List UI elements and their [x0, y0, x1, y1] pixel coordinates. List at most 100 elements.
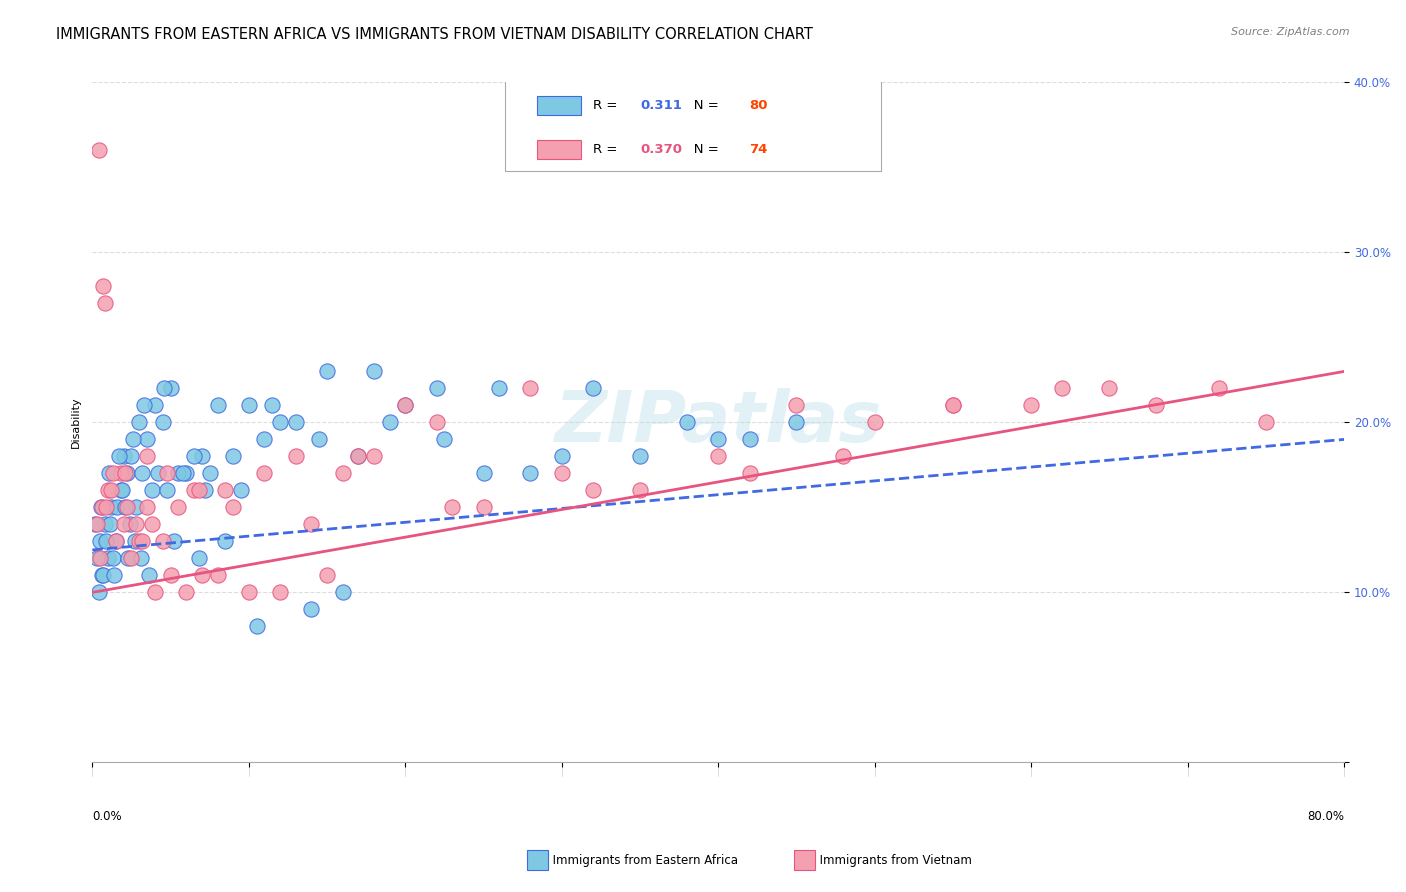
Point — [628, 450, 651, 464]
Point — [90, 500, 112, 515]
Point — [472, 500, 495, 515]
Point — [1019, 399, 1042, 413]
Point — [100, 483, 122, 498]
Point — [90, 500, 112, 515]
Point — [284, 416, 307, 430]
Point — [174, 585, 197, 599]
Point — [1144, 399, 1167, 413]
Point — [121, 450, 143, 464]
Point — [90, 568, 112, 582]
Point — [94, 296, 117, 310]
Point — [138, 568, 160, 582]
Point — [118, 517, 141, 532]
Point — [1098, 381, 1121, 395]
Point — [153, 381, 176, 395]
Point — [129, 551, 152, 566]
Point — [156, 467, 179, 481]
Point — [299, 517, 322, 532]
Point — [111, 483, 134, 498]
Point — [738, 467, 761, 481]
Point — [363, 364, 385, 378]
Point — [214, 534, 236, 549]
Point — [551, 450, 574, 464]
Point — [152, 416, 174, 430]
Point — [394, 399, 416, 413]
Text: 80: 80 — [749, 99, 768, 112]
Point — [114, 467, 136, 481]
Point — [167, 500, 190, 515]
Point — [143, 585, 166, 599]
Point — [378, 416, 401, 430]
Point — [676, 416, 699, 430]
Point — [167, 467, 190, 481]
Point — [332, 467, 354, 481]
Point — [117, 551, 139, 566]
Point — [863, 416, 886, 430]
Point — [222, 500, 245, 515]
Point — [108, 450, 131, 464]
Point — [582, 483, 605, 498]
Point — [86, 517, 108, 532]
Text: N =: N = — [681, 99, 723, 112]
Point — [131, 467, 153, 481]
Point — [103, 568, 125, 582]
Text: 0.311: 0.311 — [641, 99, 682, 112]
Point — [159, 381, 181, 395]
Point — [269, 416, 291, 430]
Point — [131, 534, 153, 549]
Point — [785, 416, 807, 430]
Point — [159, 568, 181, 582]
Point — [122, 433, 145, 447]
Point — [115, 500, 138, 515]
Point — [347, 450, 370, 464]
Point — [146, 467, 169, 481]
Point — [942, 399, 965, 413]
Text: 74: 74 — [749, 144, 768, 156]
Point — [172, 467, 194, 481]
Point — [347, 450, 370, 464]
Point — [100, 500, 122, 515]
Point — [105, 500, 128, 515]
Point — [488, 381, 510, 395]
Y-axis label: Disability: Disability — [72, 397, 82, 449]
Point — [143, 399, 166, 413]
Point — [96, 500, 118, 515]
Text: N =: N = — [681, 144, 723, 156]
Point — [128, 534, 150, 549]
Text: Source: ZipAtlas.com: Source: ZipAtlas.com — [1232, 27, 1350, 37]
Point — [832, 450, 855, 464]
Point — [121, 551, 143, 566]
Text: 0.370: 0.370 — [641, 144, 683, 156]
Point — [84, 517, 107, 532]
Point — [332, 585, 354, 599]
Point — [194, 483, 217, 498]
Point — [125, 517, 148, 532]
Text: R =: R = — [593, 99, 621, 112]
Point — [136, 450, 159, 464]
Point — [110, 483, 132, 498]
Point — [89, 534, 111, 549]
Point — [1052, 381, 1074, 395]
Point — [97, 551, 120, 566]
Point — [183, 450, 205, 464]
Point — [174, 467, 197, 481]
Point — [246, 619, 269, 633]
Point — [89, 551, 111, 566]
Point — [183, 483, 205, 498]
Point — [394, 399, 416, 413]
Point — [441, 500, 464, 515]
Point — [628, 483, 651, 498]
Point — [98, 517, 121, 532]
Point — [163, 534, 186, 549]
Point — [128, 416, 150, 430]
Text: IMMIGRANTS FROM EASTERN AFRICA VS IMMIGRANTS FROM VIETNAM DISABILITY CORRELATION: IMMIGRANTS FROM EASTERN AFRICA VS IMMIGR… — [56, 27, 813, 42]
Point — [101, 551, 124, 566]
Point — [86, 551, 108, 566]
Text: ZIPatlas: ZIPatlas — [554, 388, 882, 457]
Point — [316, 364, 339, 378]
Point — [582, 381, 605, 395]
Point — [299, 602, 322, 616]
Point — [191, 450, 214, 464]
Point — [229, 483, 252, 498]
Point — [222, 450, 245, 464]
